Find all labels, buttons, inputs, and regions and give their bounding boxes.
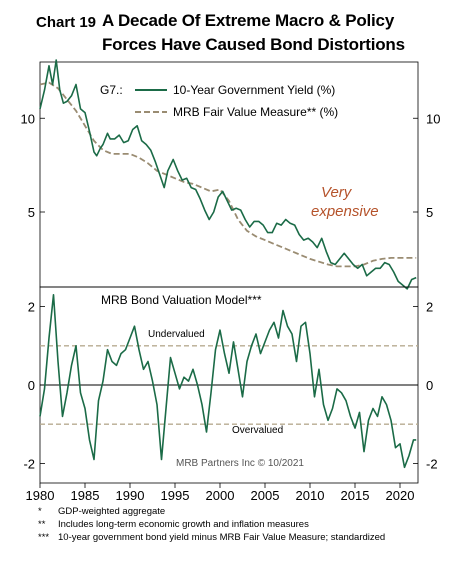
- x-tick-label: 2005: [251, 488, 280, 503]
- x-tick-label: 1980: [26, 488, 55, 503]
- bottom-y-tick-label-left: 0: [28, 378, 35, 393]
- label-undervalued: Undervalued: [148, 329, 205, 340]
- x-tick-label: 1995: [161, 488, 190, 503]
- top-y-tick-label-right: 5: [426, 205, 433, 220]
- legend-prefix: G7.:: [100, 83, 123, 97]
- top-y-tick-label-left: 5: [28, 205, 35, 220]
- footnote-2: ** Includes long-term economic growth and…: [38, 519, 309, 530]
- series-valuation-model-line: [39, 293, 417, 469]
- label-overvalued: Overvalued: [232, 425, 283, 436]
- chart-title-line-1: A Decade Of Extreme Macro & Policy: [102, 11, 395, 30]
- legend-label-fair-value: MRB Fair Value Measure** (%): [173, 105, 338, 119]
- bottom-y-tick-label-right: 0: [426, 378, 433, 393]
- source-credit: MRB Partners Inc © 10/2021: [176, 458, 304, 469]
- legend-label-yield: 10-Year Government Yield (%): [173, 83, 335, 97]
- x-tick-label: 2000: [206, 488, 235, 503]
- x-axis-ticks: 1980 1985 1990 1995 2000 2005 2010 2015 2020: [26, 483, 415, 503]
- annotation-expensive: expensive: [311, 203, 379, 220]
- annotation-very: Very: [321, 184, 353, 201]
- bottom-panel-reference-lines: [40, 345, 418, 425]
- bottom-y-tick-label-left: 2: [28, 300, 35, 315]
- bottom-panel-title: MRB Bond Valuation Model***: [101, 293, 262, 307]
- bottom-y-tick-label-right: -2: [426, 456, 438, 471]
- series-yield-line: [39, 59, 417, 290]
- x-tick-label: 2015: [341, 488, 370, 503]
- top-y-tick-label-left: 10: [21, 111, 35, 126]
- bottom-y-tick-label-left: -2: [23, 456, 35, 471]
- footnotes: * GDP-weighted aggregate ** Includes long-…: [38, 505, 385, 544]
- bottom-panel-series: [39, 293, 417, 469]
- bottom-panel-y-ticks: -2 -2 0 0 2 2: [23, 300, 437, 472]
- footnote-3: *** 10-year government bond yield minus M…: [38, 532, 386, 543]
- top-panel-series: [39, 59, 417, 290]
- footnote-1: * GDP-weighted aggregate: [38, 506, 166, 517]
- x-tick-label: 1990: [116, 488, 145, 503]
- bottom-y-tick-label-right: 2: [426, 300, 433, 315]
- top-y-tick-label-right: 10: [426, 111, 440, 126]
- top-panel-y-ticks: 5 5 10 10: [21, 111, 441, 220]
- x-tick-label: 2010: [296, 488, 325, 503]
- chart-title-line-2: Forces Have Caused Bond Distortions: [102, 35, 405, 54]
- chart-header: Chart 19 A Decade Of Extreme Macro & Pol…: [36, 8, 448, 58]
- x-tick-label: 2020: [386, 488, 415, 503]
- chart-number: Chart 19: [36, 14, 97, 31]
- x-tick-label: 1985: [71, 488, 100, 503]
